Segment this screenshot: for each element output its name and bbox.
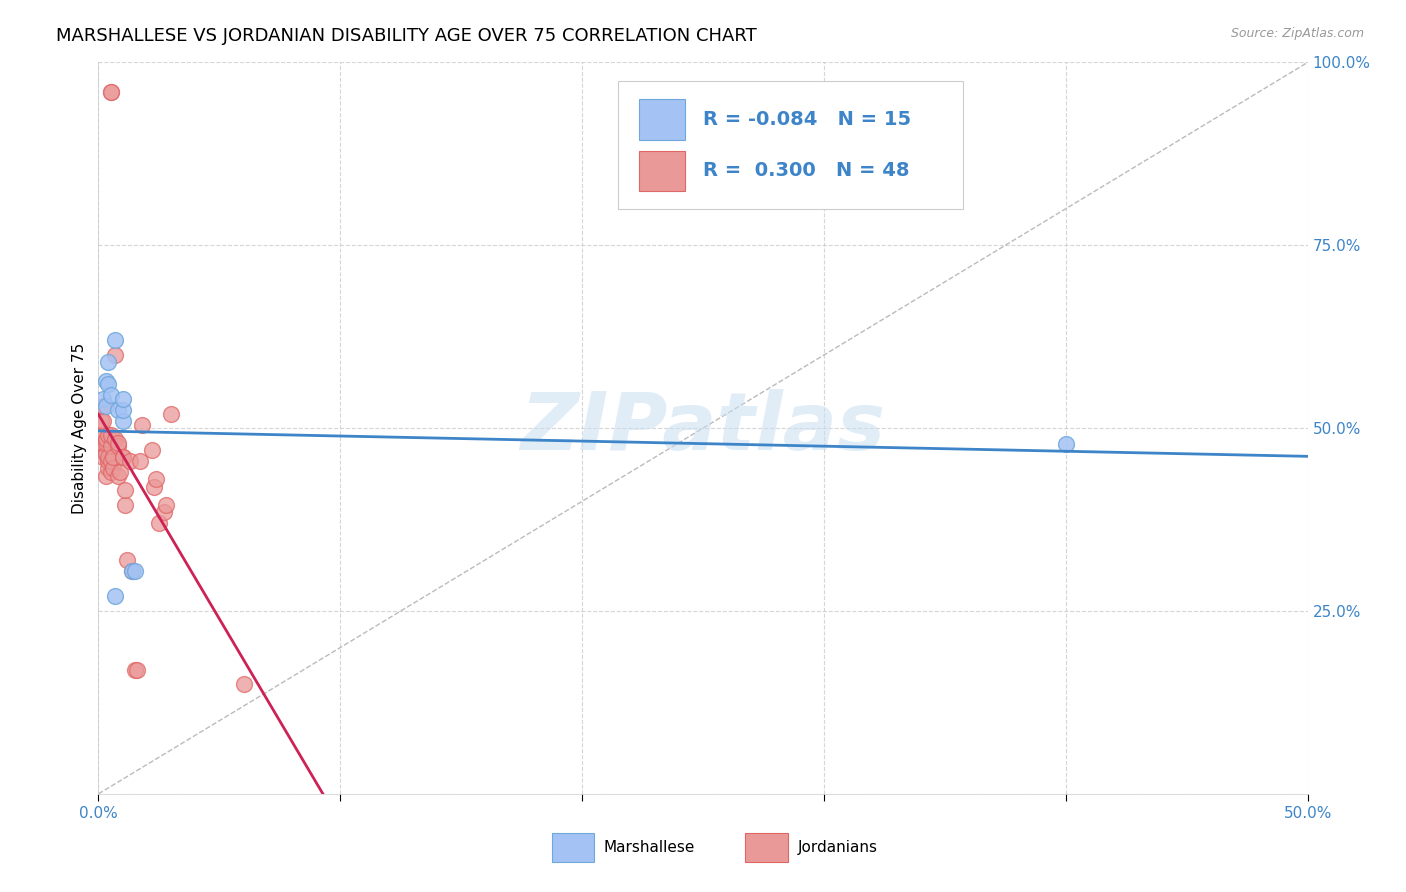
Point bbox=[91, 435, 114, 450]
Point bbox=[97, 428, 120, 442]
Point bbox=[91, 399, 114, 413]
Bar bbox=[745, 832, 787, 862]
Point bbox=[155, 498, 177, 512]
Point bbox=[104, 334, 127, 348]
Text: MARSHALLESE VS JORDANIAN DISABILITY AGE OVER 75 CORRELATION CHART: MARSHALLESE VS JORDANIAN DISABILITY AGE … bbox=[56, 27, 756, 45]
Point bbox=[141, 443, 163, 458]
Point bbox=[91, 450, 114, 465]
Point bbox=[117, 553, 139, 567]
Point bbox=[100, 454, 122, 468]
Text: R = -0.084   N = 15: R = -0.084 N = 15 bbox=[703, 110, 911, 129]
Point bbox=[114, 498, 136, 512]
Point bbox=[100, 85, 122, 99]
Y-axis label: Disability Age Over 75: Disability Age Over 75 bbox=[72, 343, 87, 514]
Point bbox=[127, 663, 149, 677]
Point bbox=[107, 403, 129, 417]
Point bbox=[100, 388, 122, 402]
Point bbox=[111, 392, 134, 406]
Point bbox=[94, 374, 117, 388]
Point bbox=[101, 450, 124, 465]
Point bbox=[111, 403, 134, 417]
Point bbox=[100, 85, 122, 99]
Point bbox=[124, 663, 146, 677]
Point bbox=[94, 435, 117, 450]
Point bbox=[97, 454, 120, 468]
Point bbox=[94, 399, 117, 413]
Text: ZIPatlas: ZIPatlas bbox=[520, 389, 886, 467]
Point bbox=[111, 414, 134, 428]
Point bbox=[152, 505, 174, 519]
Point bbox=[121, 564, 143, 578]
Point bbox=[100, 428, 122, 442]
Point bbox=[160, 407, 183, 421]
Point bbox=[91, 414, 114, 428]
FancyBboxPatch shape bbox=[619, 81, 963, 209]
Point bbox=[101, 461, 124, 475]
Text: Jordanians: Jordanians bbox=[797, 839, 877, 855]
Text: R =  0.300   N = 48: R = 0.300 N = 48 bbox=[703, 161, 910, 180]
Point bbox=[148, 516, 170, 531]
Point bbox=[94, 432, 117, 446]
Point bbox=[107, 435, 129, 450]
Bar bbox=[638, 151, 685, 191]
Point bbox=[104, 348, 127, 362]
Text: Marshallese: Marshallese bbox=[603, 839, 695, 855]
Point bbox=[143, 480, 166, 494]
Point bbox=[108, 465, 131, 479]
Point bbox=[104, 432, 127, 446]
Point bbox=[131, 417, 153, 432]
Point bbox=[114, 483, 136, 498]
Point bbox=[232, 677, 254, 691]
Point bbox=[107, 440, 129, 453]
Point bbox=[97, 377, 120, 392]
Point bbox=[91, 392, 114, 406]
Point bbox=[100, 465, 122, 479]
Point bbox=[128, 454, 150, 468]
Point bbox=[111, 450, 134, 465]
Bar bbox=[638, 99, 685, 140]
Point bbox=[94, 468, 117, 483]
Point bbox=[145, 472, 167, 486]
Bar bbox=[551, 832, 595, 862]
Point bbox=[90, 414, 112, 428]
Point bbox=[100, 440, 122, 453]
Point bbox=[111, 450, 134, 465]
Point bbox=[104, 590, 127, 604]
Point bbox=[97, 461, 120, 475]
Point bbox=[124, 564, 146, 578]
Text: Source: ZipAtlas.com: Source: ZipAtlas.com bbox=[1230, 27, 1364, 40]
Point bbox=[107, 468, 129, 483]
Point bbox=[90, 435, 112, 450]
Point bbox=[1054, 437, 1077, 451]
Point bbox=[118, 454, 141, 468]
Point bbox=[97, 355, 120, 369]
Point bbox=[94, 447, 117, 461]
Point bbox=[97, 450, 120, 465]
Point bbox=[121, 564, 143, 578]
Point bbox=[91, 428, 114, 442]
